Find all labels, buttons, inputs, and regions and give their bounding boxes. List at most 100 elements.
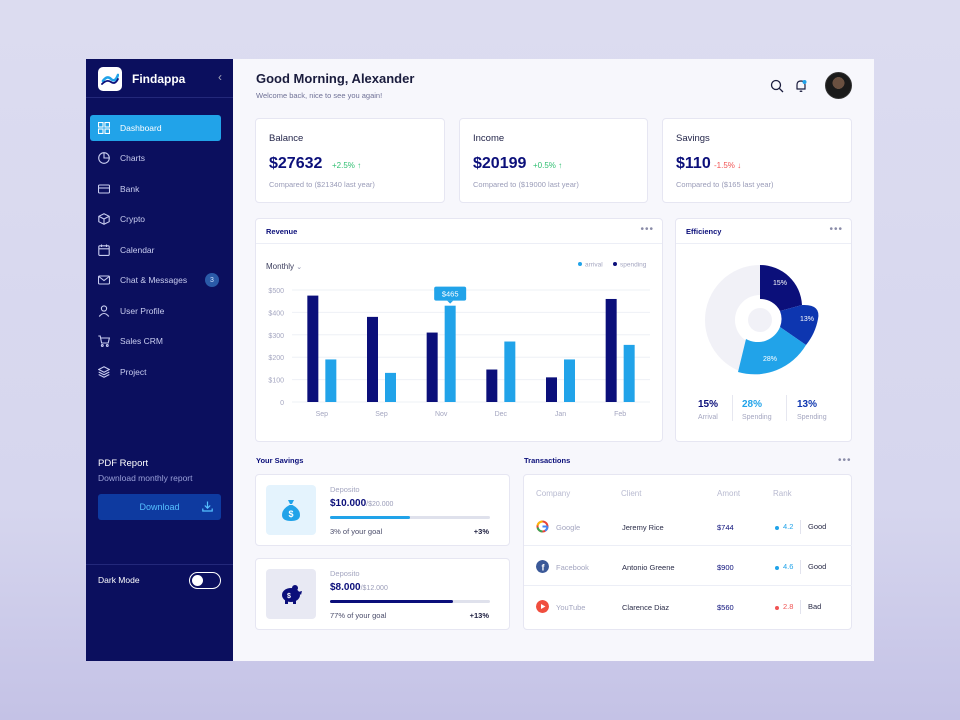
sidebar-item-label: Project [120,367,147,377]
donut-label: 15% [773,280,787,287]
y-tick-label: $500 [268,288,284,295]
findappa-logo-icon [98,67,122,91]
sidebar-item-dashboard[interactable]: Dashboard [90,115,221,141]
revenue-panel: Revenue ••• Monthly ⌄ 0 $100 $200 $300 $400 $… [255,218,663,442]
chevron-down-icon: ⌄ [296,264,303,271]
table-row[interactable]: YouTube Clarence Diaz $560 2.8 Bad [524,587,852,627]
app-name: Findappa [132,72,186,86]
avatar[interactable] [825,72,852,99]
table-row[interactable]: Google Jeremy Rice $744 4.2 Good [524,507,852,547]
calendar-icon [98,244,110,256]
rank-value: 4.6 [783,562,794,571]
sidebar-item-chat-messages[interactable]: Chat & Messages 3 [90,267,221,293]
sidebar-item-project[interactable]: Project [90,359,221,385]
search-icon[interactable] [770,79,784,93]
arrow-down-icon: ↓ [737,161,742,170]
sidebar-item-charts[interactable]: Charts [90,145,221,171]
divider [524,545,852,546]
more-options-icon[interactable]: ••• [829,224,843,235]
amount: $744 [717,523,734,532]
client-name: Clarence Diaz [622,603,670,612]
google-icon [536,520,549,533]
donut-slice-spending-28 [738,327,806,375]
arrow-up-icon: ↑ [357,161,362,170]
savings-label: Deposito [330,569,360,578]
rank-value: 4.2 [783,522,794,531]
svg-text:$: $ [287,593,291,600]
arrow-up-icon: ↑ [558,161,563,170]
download-button[interactable]: Download [98,494,221,520]
sidebar-item-sales-crm[interactable]: Sales CRM [90,328,221,354]
savings-card[interactable]: $ Deposito $10.000/$20.000 3% of your go… [255,474,510,546]
sidebar-item-bank[interactable]: Bank [90,176,221,202]
pdf-report-subtitle: Download monthly report [98,473,193,483]
savings-progress-bar [330,600,490,603]
savings-delta: +3% [473,527,489,536]
transactions-table: Company Client Amont Rank Google Jeremy … [523,474,852,630]
cart-icon [98,335,110,347]
tooltip-pointer [447,300,454,304]
mail-icon [98,275,110,285]
sidebar-item-crypto[interactable]: Crypto [90,206,221,232]
rank-value: 2.8 [783,602,794,611]
efficiency-panel: Efficiency ••• 15% 13% 28% 15% Arrival 2… [675,218,852,442]
company-name: Facebook [556,563,589,572]
bar-spending [367,316,378,402]
bar-spending [605,298,617,402]
savings-stat-card: Savings $110 -1.5% ↓ Compared to ($165 l… [662,118,852,203]
more-options-icon[interactable]: ••• [838,455,852,466]
donut-slice-arrival [760,264,802,311]
page-title: Good Morning, Alexander [256,71,415,86]
savings-card[interactable]: $ Deposito $8.000/$12.000 77% of your go… [255,558,510,630]
client-name: Jeremy Rice [622,523,664,532]
stat-compare: Compared to ($165 last year) [676,180,774,189]
stat-delta: -1.5% ↓ [714,161,742,170]
divider [732,395,733,421]
efficiency-value: 28% [742,399,763,410]
collapse-sidebar-icon[interactable]: ‹ [218,70,222,84]
rank-status: Good [808,562,827,571]
amount: $900 [717,563,734,572]
bar-arrival [623,344,635,402]
tooltip-box [434,286,467,301]
bell-icon[interactable] [794,79,808,93]
pie-chart-icon [98,152,110,164]
bar-arrival [564,359,575,402]
toggle-knob [192,575,203,586]
donut-label: 28% [763,356,777,363]
tooltip-label: $465 [442,290,459,299]
cube-icon [98,213,110,225]
y-tick-label: $300 [268,333,284,340]
divider [256,243,662,244]
sidebar-item-user-profile[interactable]: User Profile [90,298,221,324]
y-tick-label: $400 [268,310,284,317]
stat-title: Balance [269,133,304,144]
dark-mode-toggle[interactable] [189,572,221,589]
stat-value: $20199 [473,155,527,172]
column-header: Company [536,489,571,498]
brand[interactable]: Findappa [98,67,185,91]
rank-dot [775,566,779,570]
bar-arrival [504,341,516,402]
sidebar-item-calendar[interactable]: Calendar [90,237,221,263]
sidebar-item-label: Crypto [120,214,146,224]
table-row[interactable]: f Facebook Antonio Greene $900 4.6 Good [524,547,852,587]
rank-status: Good [808,522,827,531]
balance-card: Balance $27632 +2.5% ↑ Compared to ($213… [255,118,445,203]
more-options-icon[interactable]: ••• [640,224,654,235]
donut-center [748,308,772,332]
client-name: Antonio Greene [622,563,675,572]
savings-goal-text: 3% of your goal [330,527,383,536]
bar-spending [426,332,438,402]
y-tick-label: $200 [268,355,284,362]
download-label: Download [139,502,180,512]
column-header: Rank [773,489,792,498]
stat-delta: +0.5% ↑ [533,161,563,170]
y-tick-label: $100 [268,378,284,385]
period-select[interactable]: Monthly ⌄ [266,262,303,271]
download-icon [202,501,213,512]
divider [86,97,233,98]
column-header: Amont [717,489,741,498]
savings-label: Deposito [330,485,360,494]
company-name: YouTube [556,603,586,612]
